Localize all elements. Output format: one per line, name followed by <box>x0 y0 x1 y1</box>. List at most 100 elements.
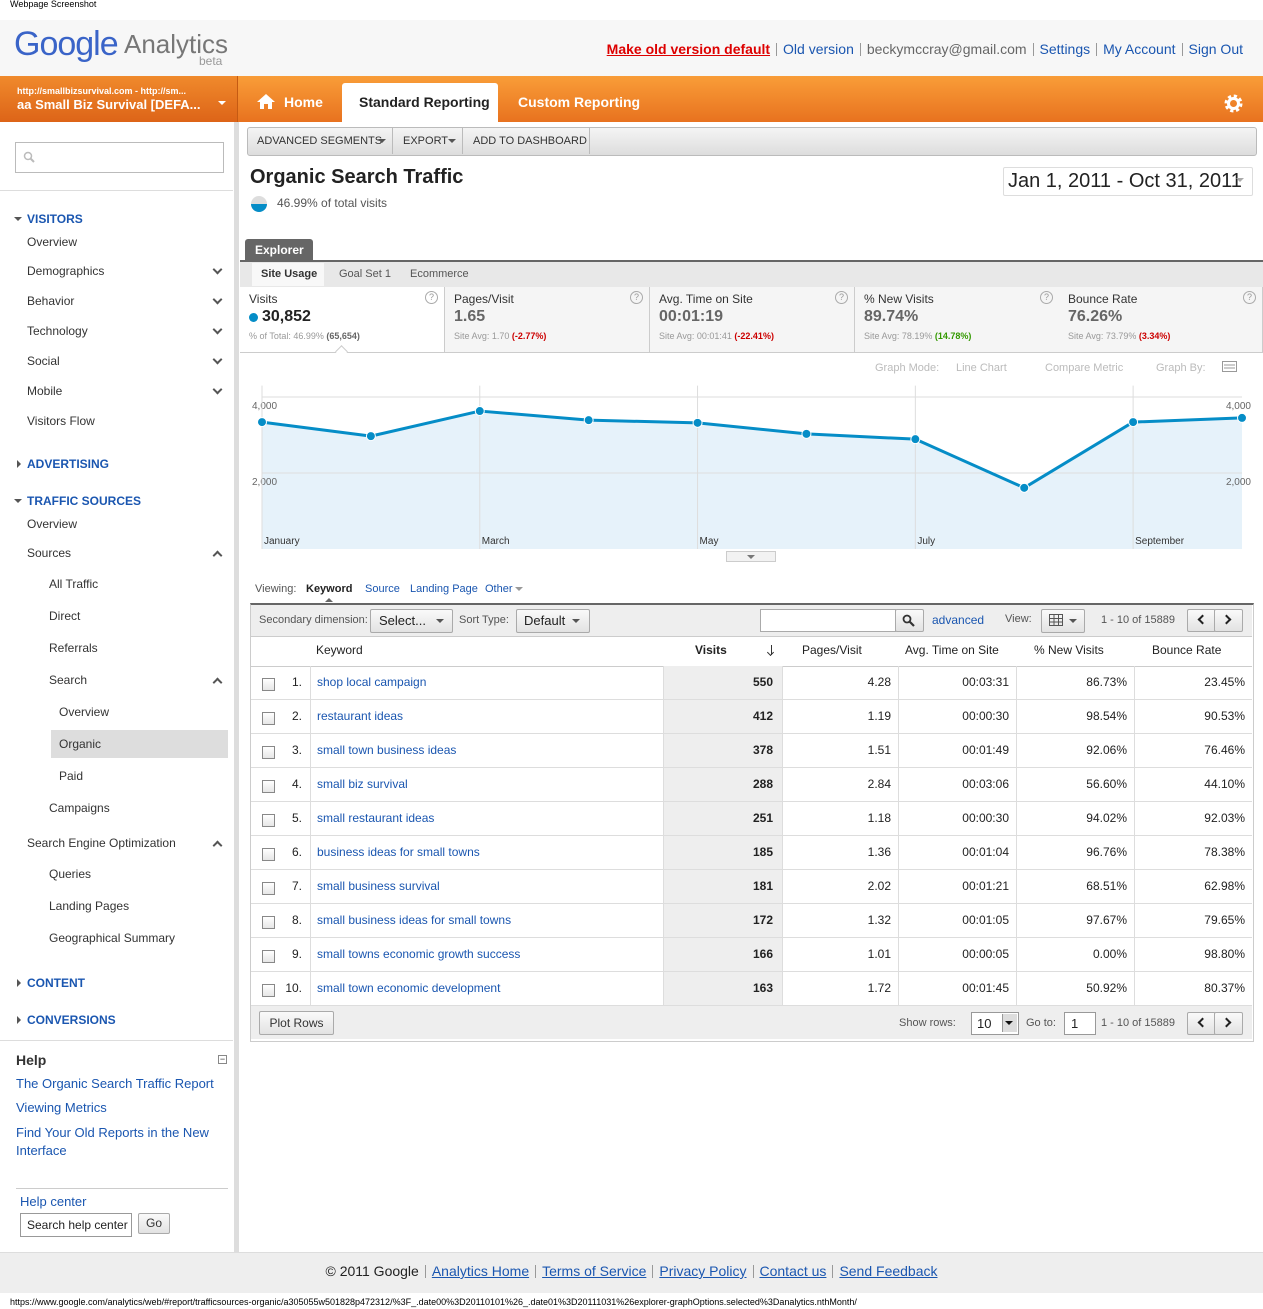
row-checkbox[interactable] <box>262 746 275 759</box>
header-link[interactable]: My Account <box>1103 41 1176 57</box>
row-checkbox[interactable] <box>262 984 275 997</box>
keyword-link[interactable]: business ideas for small towns <box>317 845 480 859</box>
metric-cell[interactable]: Avg. Time on Site? 00:01:19 Site Avg: 00:0… <box>650 287 855 352</box>
view-keyword[interactable]: Keyword <box>306 583 353 595</box>
view-landing-page[interactable]: Landing Page <box>410 583 478 595</box>
show-rows-select[interactable]: 10 <box>971 1012 1019 1035</box>
header-link[interactable]: Old version <box>783 41 854 57</box>
help-go-button[interactable]: Go <box>138 1213 170 1234</box>
graph-by-icon[interactable] <box>1222 361 1237 372</box>
row-checkbox[interactable] <box>262 916 275 929</box>
toolbar-advanced-segments[interactable]: ADVANCED SEGMENTS <box>257 135 383 147</box>
graph-control[interactable]: Line Chart <box>956 362 1007 374</box>
row-checkbox[interactable] <box>262 950 275 963</box>
plot-rows-button[interactable]: Plot Rows <box>259 1011 334 1035</box>
keyword-link[interactable]: small towns economic growth success <box>317 947 521 961</box>
nav-item[interactable]: Behavior <box>27 294 75 308</box>
footer-link[interactable]: Analytics Home <box>431 1263 530 1279</box>
table-search[interactable] <box>760 609 896 632</box>
help-center-link[interactable]: Help center <box>20 1194 87 1209</box>
view-source[interactable]: Source <box>365 583 400 595</box>
keyword-link[interactable]: small restaurant ideas <box>317 811 435 825</box>
footer-link[interactable]: Terms of Service <box>542 1263 647 1279</box>
header-link[interactable]: Make old version default <box>606 41 771 57</box>
help-search-input[interactable]: Search help center <box>20 1213 132 1237</box>
sidebar-search[interactable] <box>15 142 224 173</box>
column-header[interactable]: Visits <box>695 643 727 657</box>
metric-help[interactable]: ? <box>1243 291 1256 304</box>
tab-custom-reporting[interactable]: Custom Reporting <box>518 94 641 110</box>
next-page[interactable] <box>1214 609 1243 632</box>
keyword-link[interactable]: small business ideas for small towns <box>317 913 512 927</box>
row-checkbox[interactable] <box>262 678 275 691</box>
help-link[interactable]: Viewing Metrics <box>16 1100 107 1115</box>
subtab[interactable]: Ecommerce <box>410 268 469 280</box>
nav-item[interactable]: Social <box>27 354 60 368</box>
explorer-tab[interactable]: Explorer <box>255 243 304 257</box>
subtab[interactable]: Goal Set 1 <box>339 268 391 280</box>
nav-item[interactable]: Visitors Flow <box>27 414 95 428</box>
metric-help[interactable]: ? <box>425 291 438 304</box>
tab-home[interactable]: Home <box>284 94 323 110</box>
metric-cell[interactable]: % New Visits? 89.74% Site Avg: 78.19% (14.… <box>855 287 1060 352</box>
section-title[interactable]: TRAFFIC SOURCES <box>27 494 141 508</box>
keyword-link[interactable]: small biz survival <box>317 777 408 791</box>
metric-help[interactable]: ? <box>835 291 848 304</box>
footer-link[interactable]: Contact us <box>759 1263 827 1279</box>
row-checkbox[interactable] <box>262 712 275 725</box>
toolbar-export[interactable]: EXPORT <box>403 135 449 147</box>
view-type-button[interactable] <box>1041 609 1085 633</box>
nav-item[interactable]: Search <box>49 673 88 687</box>
goto-input[interactable]: 1 <box>1064 1012 1096 1035</box>
metric-cell[interactable]: Bounce Rate? 76.26% Site Avg: 73.79% (3.34… <box>1059 287 1263 352</box>
view-other[interactable]: Other <box>485 583 513 595</box>
toolbar-add-dashboard[interactable]: ADD TO DASHBOARD <box>473 135 587 147</box>
row-checkbox[interactable] <box>262 780 275 793</box>
header-link[interactable]: Settings <box>1039 41 1091 57</box>
column-header[interactable]: % New Visits <box>1034 643 1104 657</box>
date-range-picker[interactable] <box>1003 167 1253 196</box>
nav-item[interactable]: Technology <box>27 324 88 338</box>
footer-link[interactable]: Privacy Policy <box>659 1263 747 1279</box>
section-title[interactable]: CONTENT <box>27 976 85 990</box>
row-checkbox[interactable] <box>262 814 275 827</box>
column-header[interactable]: Pages/Visit <box>802 643 862 657</box>
nav-item[interactable]: Geographical Summary <box>49 931 176 945</box>
metric-help[interactable]: ? <box>1040 291 1053 304</box>
nav-item[interactable]: Landing Pages <box>49 899 130 913</box>
nav-item[interactable]: Search Engine Optimization <box>27 836 176 850</box>
nav-item[interactable]: Campaigns <box>49 801 110 815</box>
nav-item[interactable]: Paid <box>59 769 84 783</box>
section-title[interactable]: VISITORS <box>27 212 83 226</box>
column-header[interactable]: Keyword <box>316 643 363 657</box>
nav-item[interactable]: Sources <box>27 546 72 560</box>
graph-control[interactable]: Compare Metric <box>1045 362 1124 374</box>
nav-item[interactable]: Overview <box>27 235 78 249</box>
help-collapse[interactable]: − <box>218 1054 227 1064</box>
nav-item[interactable]: Referrals <box>49 641 98 655</box>
metric-cell[interactable]: Pages/Visit? 1.65 Site Avg: 1.70 (-2.77%) <box>445 287 650 352</box>
nav-item[interactable]: Mobile <box>27 384 63 398</box>
subtab[interactable]: Site Usage <box>261 268 318 280</box>
keyword-link[interactable]: restaurant ideas <box>317 709 404 723</box>
help-link[interactable]: Find Your Old Reports in the New Interfa… <box>16 1125 209 1158</box>
row-checkbox[interactable] <box>262 848 275 861</box>
metric-help[interactable]: ? <box>630 291 643 304</box>
metric-cell[interactable]: Visits? 30,852 % of Total: 46.99% (65,654) <box>240 287 445 352</box>
settings-gear[interactable] <box>1224 94 1243 113</box>
advanced-link[interactable]: advanced <box>932 613 985 627</box>
sort-select[interactable] <box>516 609 590 633</box>
nav-item[interactable]: Direct <box>49 609 81 623</box>
nav-item[interactable]: Overview <box>59 705 110 719</box>
nav-item[interactable]: Organic <box>59 737 102 751</box>
help-link[interactable]: The Organic Search Traffic Report <box>16 1076 214 1091</box>
section-title[interactable]: CONVERSIONS <box>27 1013 116 1027</box>
account-selector[interactable] <box>0 76 238 122</box>
keyword-link[interactable]: small business survival <box>317 879 440 893</box>
next-page[interactable] <box>1214 1012 1243 1035</box>
column-header[interactable]: Bounce Rate <box>1152 643 1222 657</box>
section-title[interactable]: ADVERTISING <box>27 457 110 471</box>
header-link[interactable]: Sign Out <box>1188 41 1243 57</box>
nav-item[interactable]: Demographics <box>27 264 105 278</box>
keyword-link[interactable]: small town economic development <box>317 981 501 995</box>
